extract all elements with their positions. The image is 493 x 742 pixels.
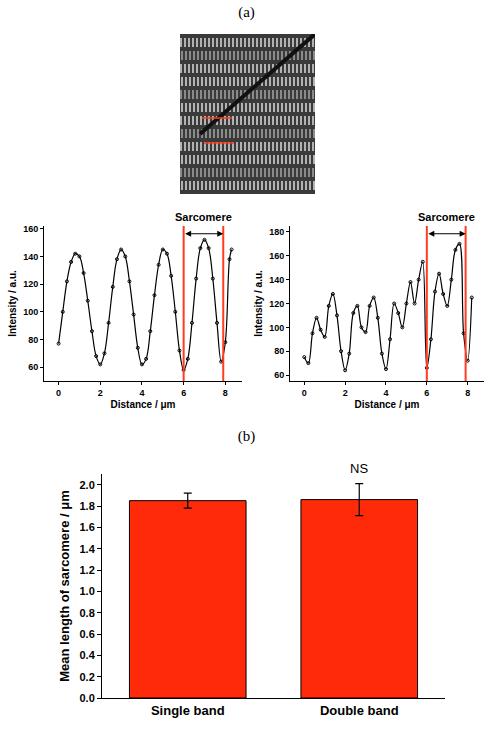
svg-text:1.8: 1.8 [80,500,95,512]
svg-text:100: 100 [23,307,38,317]
svg-text:160: 160 [23,224,38,234]
svg-text:0.6: 0.6 [80,628,95,640]
svg-text:8: 8 [465,388,470,398]
svg-text:NS: NS [350,461,368,476]
svg-text:1.4: 1.4 [80,543,96,555]
svg-text:80: 80 [28,335,38,345]
svg-text:1.0: 1.0 [80,585,95,597]
svg-text:120: 120 [269,299,284,309]
svg-text:2.0: 2.0 [80,479,95,491]
svg-text:6: 6 [181,388,186,398]
svg-text:Single band: Single band [151,703,225,718]
svg-text:2: 2 [98,388,103,398]
svg-text:8: 8 [223,388,228,398]
svg-text:60: 60 [28,362,38,372]
svg-text:100: 100 [269,323,284,333]
svg-text:4: 4 [383,388,388,398]
svg-text:Intensity / a.u.: Intensity / a.u. [7,270,18,337]
svg-text:120: 120 [23,279,38,289]
svg-text:Distance / μm: Distance / μm [354,399,419,410]
svg-text:0.4: 0.4 [80,649,96,661]
html-text:(a): (a) [238,4,255,20]
svg-text:0.2: 0.2 [80,671,95,683]
svg-text:180: 180 [269,227,284,237]
svg-text:Intensity / a.u.: Intensity / a.u. [253,270,264,337]
svg-text:60: 60 [274,370,284,380]
svg-text:Sarcomere: Sarcomere [418,211,475,223]
svg-text:Mean length of sarcomere / μm: Mean length of sarcomere / μm [57,490,72,681]
svg-text:1.6: 1.6 [80,521,95,533]
svg-text:1.2: 1.2 [80,564,95,576]
svg-text:0.8: 0.8 [80,607,95,619]
svg-text:0.0: 0.0 [80,692,95,704]
svg-text:0: 0 [56,388,61,398]
svg-text:140: 140 [269,275,284,285]
svg-text:6: 6 [424,388,429,398]
svg-text:160: 160 [269,251,284,261]
svg-text:140: 140 [23,252,38,262]
svg-text:Double band: Double band [320,703,399,718]
svg-text:80: 80 [274,346,284,356]
html-text:(b): (b) [237,428,256,444]
svg-text:2: 2 [343,388,348,398]
svg-text:4: 4 [139,388,144,398]
svg-text:Sarcomere: Sarcomere [175,211,232,223]
svg-text:0: 0 [302,388,307,398]
svg-text:Distance / μm: Distance / μm [110,399,175,410]
